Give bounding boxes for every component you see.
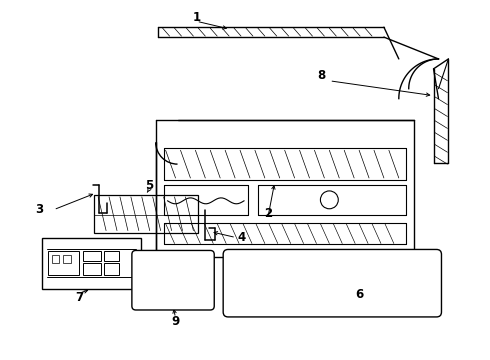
Bar bbox=[104, 251, 119, 261]
Text: 6: 6 bbox=[355, 288, 363, 301]
Text: 2: 2 bbox=[264, 207, 272, 220]
FancyBboxPatch shape bbox=[223, 249, 441, 317]
Bar bbox=[63, 255, 72, 264]
Text: 1: 1 bbox=[192, 11, 200, 24]
Bar bbox=[83, 251, 101, 261]
Bar bbox=[48, 251, 79, 275]
Bar bbox=[156, 121, 177, 142]
Text: 7: 7 bbox=[75, 291, 83, 303]
Text: 4: 4 bbox=[238, 231, 246, 244]
Bar bbox=[417, 260, 432, 307]
Bar bbox=[42, 238, 141, 289]
Bar bbox=[51, 255, 59, 264]
Text: 5: 5 bbox=[145, 179, 153, 193]
Text: 3: 3 bbox=[36, 203, 44, 216]
Text: 8: 8 bbox=[318, 69, 325, 82]
Bar bbox=[94, 195, 198, 233]
Bar bbox=[104, 264, 119, 275]
Bar bbox=[83, 264, 101, 275]
Text: PULL
HANDLE: PULL HANDLE bbox=[168, 270, 188, 282]
FancyBboxPatch shape bbox=[132, 251, 214, 310]
Text: 9: 9 bbox=[172, 315, 180, 328]
Bar bbox=[233, 260, 247, 307]
